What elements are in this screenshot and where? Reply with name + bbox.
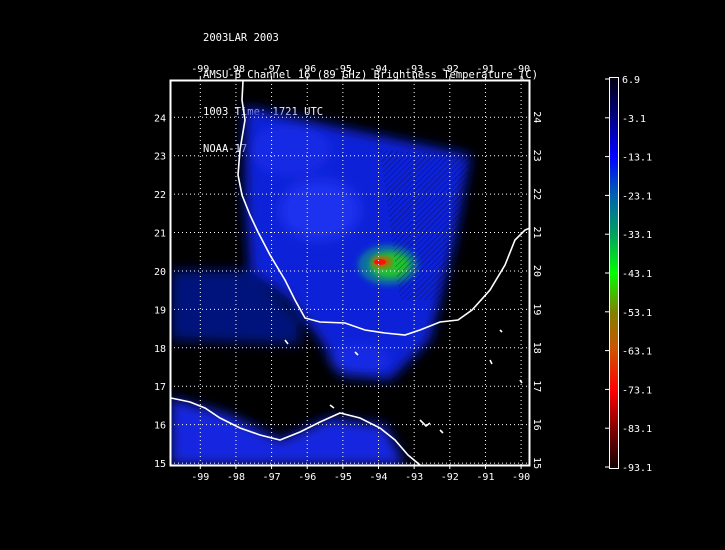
swath-left — [171, 270, 300, 345]
lon-tick-label: -96 — [298, 472, 316, 483]
colorbar-tick-label: -43.1 — [622, 269, 652, 280]
lon-tick-label: -92 — [441, 64, 459, 75]
lon-tick-label: -99 — [191, 472, 209, 483]
lat-tick-label-right: 18 — [531, 342, 542, 354]
lon-tick-label: -95 — [334, 64, 352, 75]
lon-tick-label: -94 — [369, 64, 387, 75]
colorbar-tick-label: -63.1 — [622, 347, 652, 358]
data-field — [171, 107, 470, 465]
colorbar-tick-label: -93.1 — [622, 463, 652, 474]
lon-tick-label: -91 — [476, 64, 494, 75]
colorbar-tick-label: -83.1 — [622, 424, 652, 435]
lat-tick-label-left: 21 — [154, 229, 166, 240]
lat-tick-label-left: 20 — [154, 267, 166, 278]
lat-tick-label-left: 17 — [154, 382, 166, 393]
map-frame — [169, 79, 531, 467]
lon-tick-label: -97 — [263, 64, 281, 75]
colorbar-tick-label: -3.1 — [622, 114, 646, 125]
lat-tick-label-left: 24 — [154, 113, 166, 124]
lat-tick-label-left: 23 — [154, 152, 166, 163]
coastline — [170, 80, 531, 466]
lon-tick-label: -90 — [512, 64, 530, 75]
lon-tick-label: -92 — [441, 472, 459, 483]
colorbar-tick-label: -13.1 — [622, 153, 652, 164]
colorbar-tick-label: -73.1 — [622, 385, 652, 396]
lat-tick-label-left: 19 — [154, 305, 166, 316]
lat-tick-label-right: 16 — [531, 419, 542, 431]
title-line-2: AMSU-B Channel 16 (89 GHz) Brightness Te… — [203, 69, 539, 81]
grid — [170, 76, 530, 469]
lat-tick-label-left: 18 — [154, 344, 166, 355]
lon-tick-label: -93 — [405, 472, 423, 483]
lat-tick-label-right: 21 — [531, 227, 542, 239]
lat-tick-label-left: 15 — [154, 459, 166, 470]
colorbar-tick-label: 6.9 — [622, 75, 640, 86]
lat-tick-label-right: 20 — [531, 265, 542, 277]
title-line-1: 2003LAR 2003 — [203, 32, 279, 44]
lat-tick-label-right: 17 — [531, 380, 542, 392]
lat-tick-label-right: 23 — [531, 150, 542, 162]
lat-tick-label-left: 22 — [154, 190, 166, 201]
colorbar-tick-label: -53.1 — [622, 308, 652, 319]
lon-tick-label: -95 — [334, 472, 352, 483]
lon-tick-label: -93 — [405, 64, 423, 75]
pacific-coastline — [170, 397, 421, 466]
colorbar-tick-label: -23.1 — [622, 191, 652, 202]
swath-south — [171, 398, 405, 465]
lat-tick-label-left: 16 — [154, 421, 166, 432]
lon-tick-label: -99 — [191, 64, 209, 75]
gulf-coastline — [237, 80, 531, 336]
lon-tick-label: -94 — [369, 472, 387, 483]
lat-tick-label-right: 22 — [531, 188, 542, 200]
lon-tick-label: -98 — [227, 64, 245, 75]
lon-tick-label: -97 — [263, 472, 281, 483]
islands — [284, 329, 523, 434]
lon-tick-label: -91 — [476, 472, 494, 483]
longitude-labels: -99 -99 -98 -98 -97 -97 -96 -96 -95 -95 -94 -94 -93 -… — [191, 64, 530, 483]
colorbar-labels: 6.9 -3.1 -13.1 -23.1 -33.1 -43.1 -53.1 -63.1 -73… — [605, 75, 652, 474]
colorbar — [609, 77, 619, 469]
lon-tick-label: -96 — [298, 64, 316, 75]
colorbar-tick-label: -33.1 — [622, 230, 652, 241]
lon-tick-label: -90 — [512, 472, 530, 483]
latitude-labels: 24 24 23 23 22 22 21 21 20 20 19 19 18 18 17 17 16 16 15 15 — [154, 111, 542, 470]
lat-tick-label-right: 19 — [531, 303, 542, 315]
lat-tick-label-right: 24 — [531, 111, 542, 123]
lat-tick-label-right: 15 — [531, 457, 542, 469]
lon-tick-label: -98 — [227, 472, 245, 483]
plot-title: 2003LAR 2003 AMSU-B Channel 16 (89 GHz) … — [203, 8, 538, 168]
